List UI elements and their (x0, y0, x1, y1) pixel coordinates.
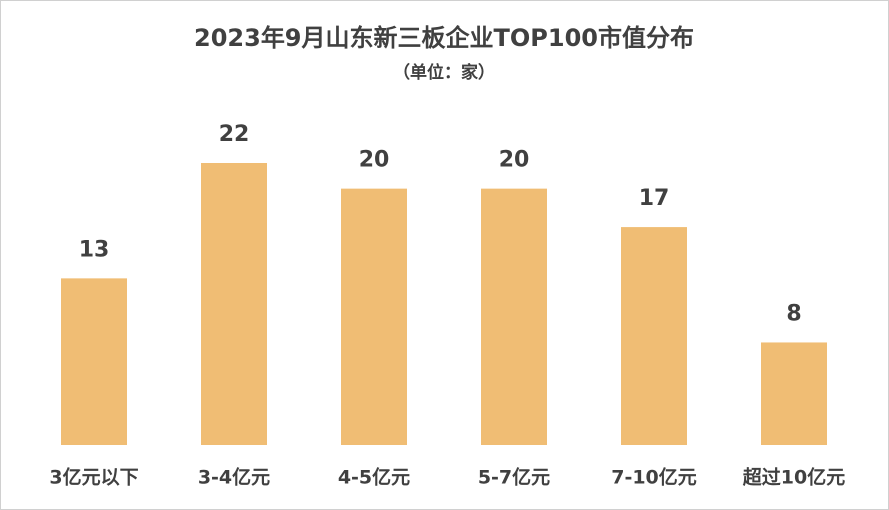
x-tick-label: 超过10亿元 (742, 466, 845, 489)
data-label: 17 (639, 186, 670, 211)
bar (761, 342, 827, 445)
data-label: 8 (786, 301, 801, 326)
x-tick-label: 3亿元以下 (49, 466, 138, 489)
bar (341, 188, 407, 446)
data-label: 22 (219, 122, 250, 147)
bar (201, 163, 267, 445)
bar (481, 188, 547, 446)
bar (61, 278, 127, 445)
data-label: 20 (499, 148, 530, 173)
chart-title: 2023年9月山东新三板企业TOP100市值分布 (194, 24, 694, 52)
chart-subtitle: （单位：家） (393, 62, 495, 83)
data-label: 13 (79, 237, 110, 262)
x-tick-label: 3-4亿元 (198, 466, 270, 489)
x-tick-label: 4-5亿元 (338, 466, 410, 489)
data-label: 20 (359, 148, 390, 173)
bar (621, 227, 687, 445)
x-tick-label: 5-7亿元 (478, 466, 550, 489)
x-tick-label: 7-10亿元 (611, 466, 697, 489)
